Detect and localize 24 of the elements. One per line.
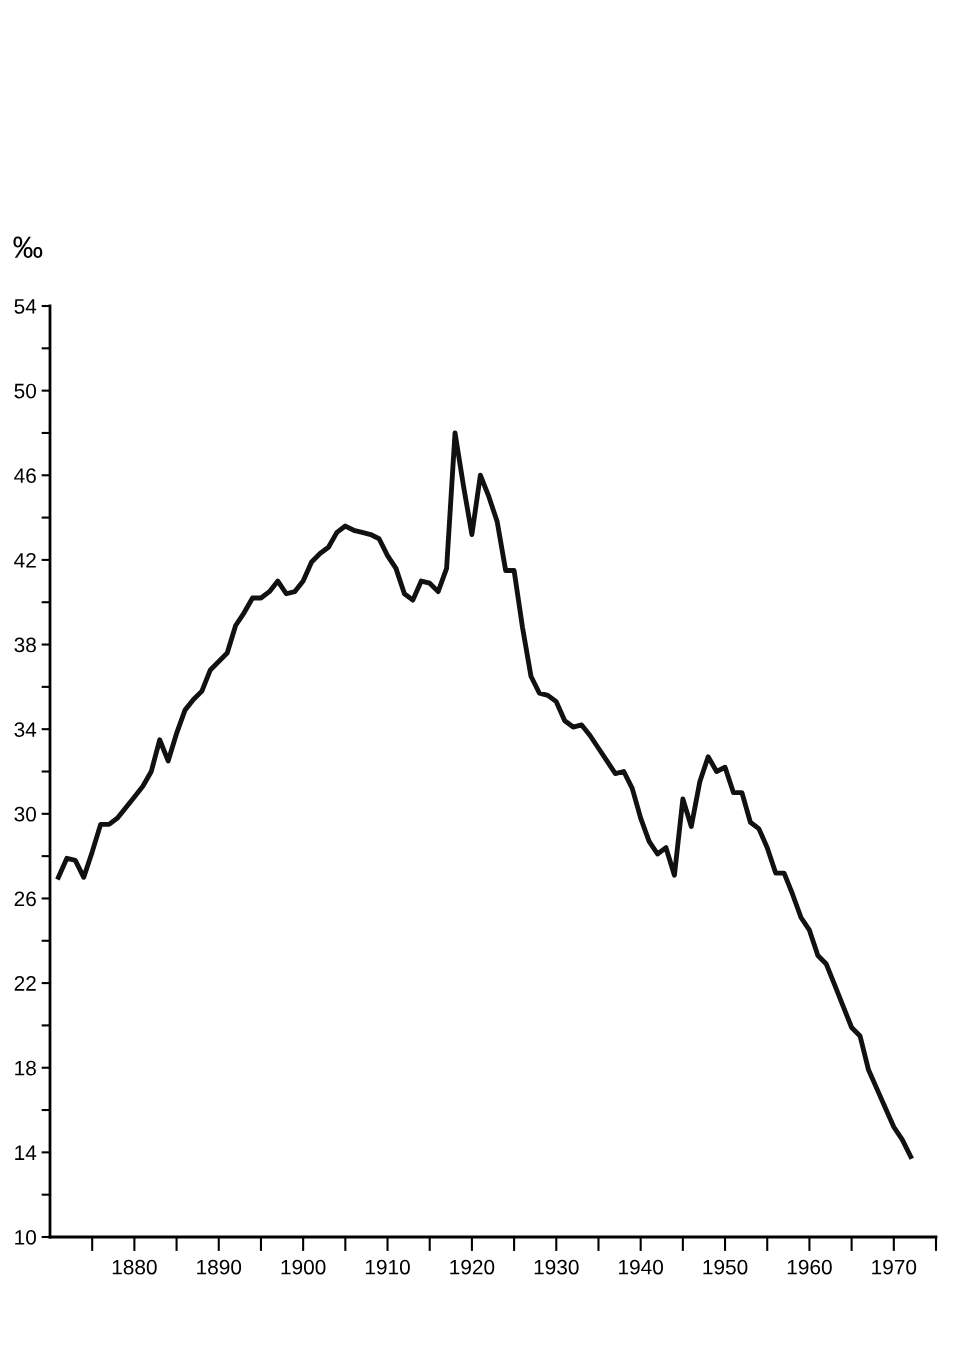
y-tick-label: 30 xyxy=(14,806,36,822)
x-tick-label: 1900 xyxy=(281,1259,326,1275)
x-tick-label: 1930 xyxy=(534,1259,579,1275)
x-tick-label: 1880 xyxy=(112,1259,157,1275)
x-tick-label: 1970 xyxy=(872,1259,917,1275)
y-tick-label: 22 xyxy=(14,976,36,991)
x-tick-label: 1960 xyxy=(787,1259,832,1275)
x-tick-label: 1910 xyxy=(365,1259,410,1275)
y-tick-label: 42 xyxy=(14,552,36,568)
line-series xyxy=(56,430,914,1160)
y-tick-label: 54 xyxy=(14,299,37,314)
y-tick-label: 18 xyxy=(15,1060,36,1076)
y-tick-label: 34 xyxy=(14,722,37,737)
x-tick-label: 1950 xyxy=(703,1259,748,1275)
x-tick-label: 1890 xyxy=(197,1259,242,1275)
y-axis-title: ‰ xyxy=(13,236,43,258)
y-tick-label: 46 xyxy=(14,468,36,484)
y-tick-label: 10 xyxy=(15,1230,36,1245)
x-tick-label: 1920 xyxy=(450,1259,495,1275)
y-tick-label: 50 xyxy=(14,383,36,399)
x-tick-label: 1940 xyxy=(619,1259,664,1275)
y-tick-label: 38 xyxy=(14,637,36,653)
y-tick-label: 26 xyxy=(14,891,36,907)
y-tick-label: 14 xyxy=(15,1145,37,1160)
